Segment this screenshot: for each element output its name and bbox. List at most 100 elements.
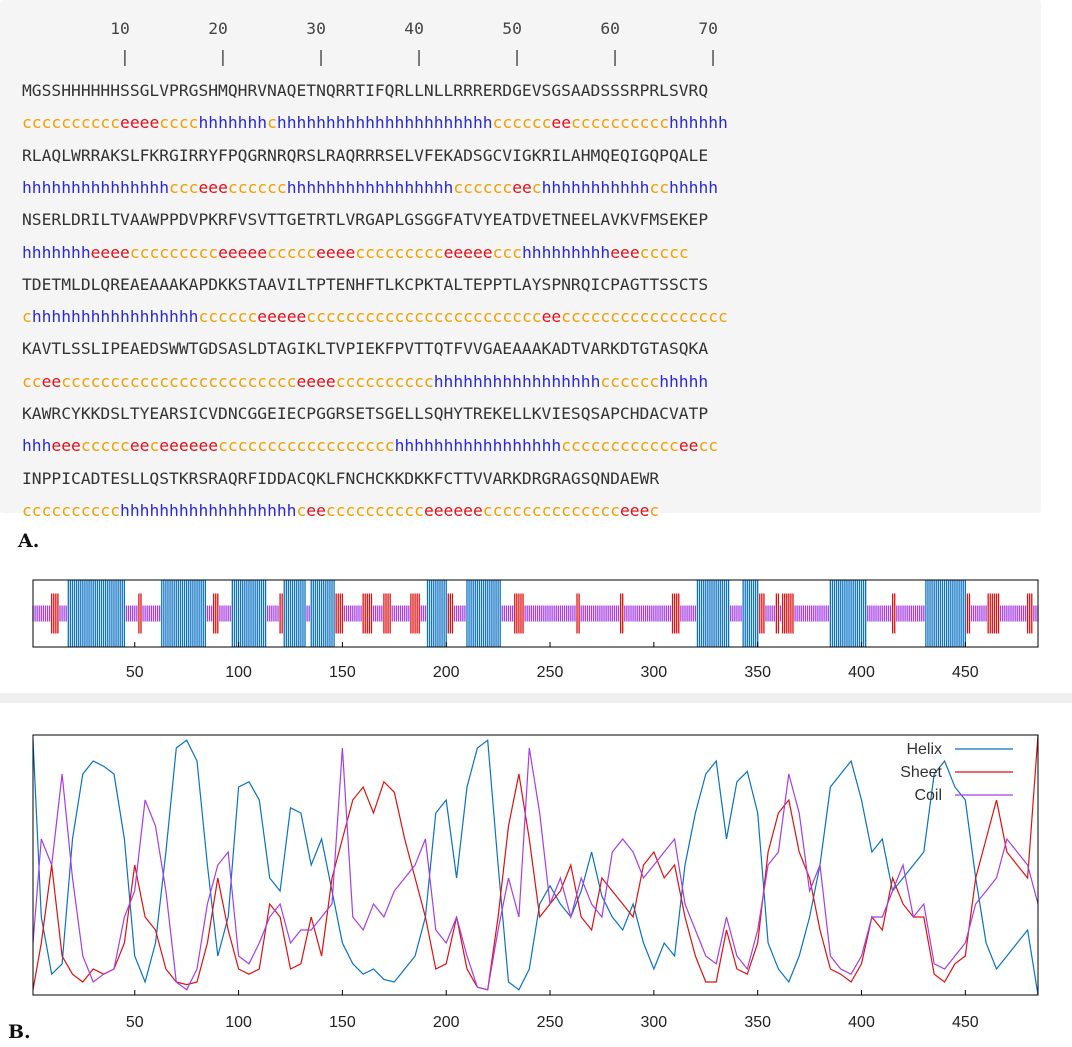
x-tick-label: 100 bbox=[225, 664, 252, 681]
structure-run: cccccccccccccc bbox=[482, 500, 620, 520]
structure-run: hhhhhhhhhhhhhhhhh bbox=[394, 436, 562, 456]
x-tick-label: 300 bbox=[641, 1014, 668, 1031]
x-tick-label: 200 bbox=[433, 1014, 460, 1031]
x-tick-label: 250 bbox=[537, 1014, 564, 1031]
structure-run: cccccccccccccccccccccccc bbox=[61, 371, 297, 391]
structure-run: c bbox=[267, 113, 277, 133]
x-tick-label: 150 bbox=[329, 664, 356, 681]
x-tick-label: 400 bbox=[848, 1014, 875, 1031]
structure-run: eeeee bbox=[218, 242, 268, 262]
structure-run: c bbox=[296, 500, 307, 520]
structure-run: cccccc bbox=[198, 307, 258, 327]
structure-run: cccccccccc bbox=[335, 371, 434, 391]
sequence-line: KAVTLSSLIPEAEDSWWTGDSASLDTAGIKLTVPIEKFPV… bbox=[22, 339, 709, 359]
sequence-line: NSERLDRILTVAAWPPDVPKRFVSVTTGETRTLVRGAPLG… bbox=[22, 210, 709, 230]
structure-run: hhhhhhhhhhhhhhhhh bbox=[286, 177, 454, 197]
structure-run: eeee bbox=[120, 113, 160, 133]
sequence-line: TDETMLDLQREAEAAAKAPDKKSTAAVILTPTENHFTLKC… bbox=[22, 274, 709, 294]
x-tick-label: 350 bbox=[744, 1014, 771, 1031]
sequence-line: KAWRCYKKDSLTYEARSICVDNCGGEIECPGGRSETSGEL… bbox=[22, 404, 709, 423]
structure-run: c bbox=[149, 436, 160, 456]
structure-run: cc bbox=[649, 177, 670, 197]
structure-run: eeeee bbox=[443, 242, 493, 262]
structure-run: hhhhhhhhhhhhhhhhhh bbox=[120, 500, 297, 520]
structure-run: cc bbox=[698, 436, 719, 456]
structure-run: ccccc bbox=[267, 242, 317, 262]
structure-run: ee bbox=[512, 177, 532, 197]
x-tick-label: 100 bbox=[225, 1014, 252, 1031]
x-tick-label: 450 bbox=[952, 1014, 979, 1031]
structure-run: cccccccccc bbox=[22, 500, 121, 520]
structure-run: hhhhhhhhh bbox=[522, 242, 611, 262]
x-tick-label: 50 bbox=[126, 1014, 144, 1031]
structure-run: eeeee bbox=[257, 307, 307, 327]
legend-label: Sheet bbox=[900, 764, 942, 781]
structure-run: hhhhh bbox=[659, 371, 709, 391]
series-line-coil bbox=[32, 747, 1039, 991]
x-tick-label: 200 bbox=[433, 664, 460, 681]
structure-run: eee bbox=[51, 436, 81, 456]
structure-run: hhhhhhh bbox=[198, 113, 268, 133]
structure-run: c bbox=[531, 177, 542, 197]
structure-run: hhhhhh bbox=[669, 113, 728, 133]
structure-run: ccccc bbox=[639, 242, 689, 262]
structure-run: hhhhhhh bbox=[22, 242, 91, 262]
panel-label-a: A. bbox=[18, 530, 40, 552]
ruler-numbers: 10 20 30 40 50 60 70 bbox=[22, 19, 718, 38]
sequence-panel: 10 20 30 40 50 60 70 | | | | | | | MGSSH… bbox=[0, 0, 1041, 520]
structure-run: ccccccccc bbox=[129, 242, 219, 262]
x-tick-label: 50 bbox=[126, 664, 144, 681]
structure-run: hhhhhhhhhhhhhhhhh bbox=[433, 371, 601, 391]
structure-run: eeeeee bbox=[423, 500, 483, 520]
series-line-helix bbox=[32, 739, 1039, 996]
panel-label-b: B. bbox=[8, 1021, 31, 1043]
sequence-line: INPPICADTESLLQSTKRSRAQRFIDDACQKLFNCHCKKD… bbox=[22, 468, 660, 488]
structure-run: eeee bbox=[90, 242, 130, 262]
structure-run: ee bbox=[129, 436, 150, 456]
structure-run: ee bbox=[551, 113, 571, 133]
structure-run: cccccc bbox=[453, 177, 513, 197]
structure-run: cccccccccc bbox=[22, 113, 121, 133]
structure-run: hhhhhhhhhhhhhhh bbox=[22, 177, 170, 197]
structure-run: cccccccccc bbox=[325, 500, 424, 520]
structure-run: ee bbox=[306, 500, 326, 520]
structure-line: hhhhhhhhhhhhhhhccceeecccccchhhhhhhhhhhhh… bbox=[22, 177, 718, 199]
structure-line: hhhhhhheeeeccccccccceeeeeccccceeeecccccc… bbox=[22, 242, 689, 264]
sequence-line: MGSSHHHHHHSSGLVPRGSHMQHRVNAQETNQRRTIFQRL… bbox=[22, 81, 709, 100]
ruler-ticks: | | | | | | | bbox=[22, 47, 718, 66]
structure-run: ccccccccc bbox=[355, 242, 444, 262]
legend-label: Helix bbox=[906, 741, 942, 758]
structure-run: cccccccccc bbox=[571, 113, 670, 133]
panel-divider bbox=[0, 693, 1072, 703]
structure-line: cceecccccccccccccccccccccccceeeecccccccc… bbox=[22, 371, 708, 393]
structure-run: cccc bbox=[159, 113, 199, 133]
structure-run: c bbox=[22, 307, 32, 327]
structure-line: cccccccccceeeecccchhhhhhhchhhhhhhhhhhhhh… bbox=[22, 112, 728, 134]
structure-run: eee bbox=[198, 177, 228, 197]
structure-probability-line-chart: 50 100 150 200 250 300 350 400 450 Helix Sheet Coil bbox=[32, 734, 1039, 1031]
structure-run: eeee bbox=[316, 242, 356, 262]
x-tick-label: 300 bbox=[641, 664, 668, 681]
structure-run: cc bbox=[22, 371, 42, 391]
structure-run: hhh bbox=[22, 436, 52, 456]
structure-run: ee bbox=[541, 307, 562, 327]
structure-run: eeee bbox=[296, 371, 336, 391]
structure-run: ccc bbox=[492, 242, 522, 262]
x-tick-label: 150 bbox=[329, 1014, 356, 1031]
structure-run: eee bbox=[610, 242, 640, 262]
structure-run: eee bbox=[620, 500, 650, 520]
structure-run: hhhhhhhhhhhhhhhhh bbox=[31, 307, 199, 327]
structure-run: cccccc bbox=[227, 177, 287, 197]
structure-run: hhhhhhhhhhh bbox=[541, 177, 650, 197]
structure-run: ccccccccccccccccc bbox=[561, 307, 728, 327]
structure-run: cccccccccccc bbox=[561, 436, 679, 456]
x-tick-label: 400 bbox=[848, 664, 875, 681]
sequence-line: RLAQLWRRAKSLFKRGIRRYFPQGRNRQRSLRAQRRRSEL… bbox=[22, 145, 709, 165]
structure-run: cccccc bbox=[600, 371, 660, 391]
structure-run: ee bbox=[678, 436, 699, 456]
x-tick-label: 350 bbox=[744, 664, 771, 681]
plot-frame bbox=[32, 734, 1039, 996]
structure-line: chhhhhhhhhhhhhhhhhcccccceeeee ccccccccccc… bbox=[22, 306, 728, 328]
secondary-structure-bar-chart: 50 100 150 200 250 300 350 400 450 bbox=[32, 579, 1039, 681]
x-tick-label: 250 bbox=[537, 664, 564, 681]
